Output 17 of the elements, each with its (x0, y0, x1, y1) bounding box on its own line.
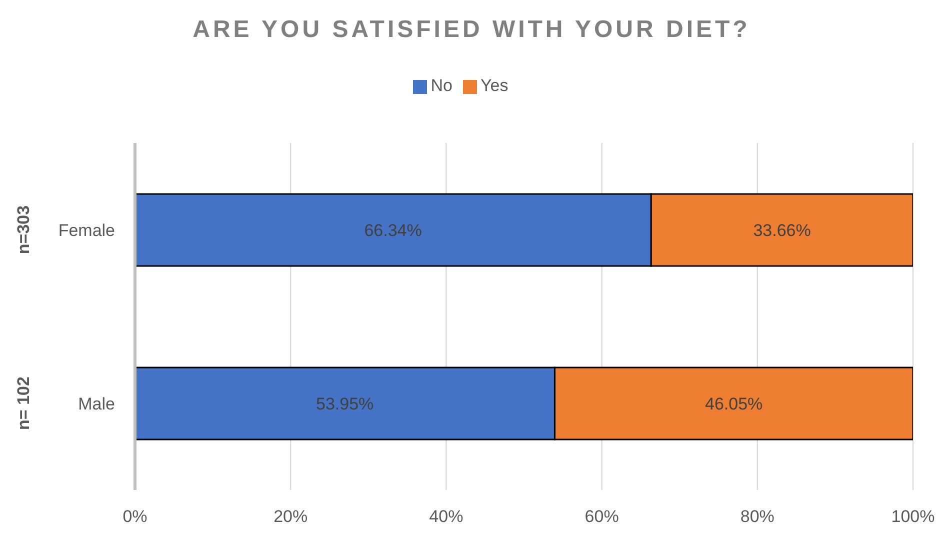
x-tick-label: 80% (740, 507, 774, 526)
x-tick-label: 0% (122, 507, 148, 526)
y-tick-label: Female (58, 220, 115, 240)
x-tick-label: 20% (274, 507, 308, 526)
data-label: 46.05% (705, 394, 763, 414)
x-tick-label: 100% (891, 507, 935, 526)
legend-label: Yes (480, 76, 508, 95)
text: n= 102 (14, 376, 33, 430)
data-label: 53.95% (316, 394, 374, 414)
y-tick-label: Male (78, 394, 115, 414)
data-label: 66.34% (364, 221, 422, 240)
x-tick-label: 60% (584, 507, 619, 526)
text: n=303 (14, 205, 33, 254)
legend-label: No (430, 76, 452, 95)
x-tick-label: 40% (429, 507, 464, 526)
data-label: 33.66% (753, 221, 811, 240)
chart-title: ARE YOU SATISFIED WITH YOUR DIET? (192, 15, 752, 45)
